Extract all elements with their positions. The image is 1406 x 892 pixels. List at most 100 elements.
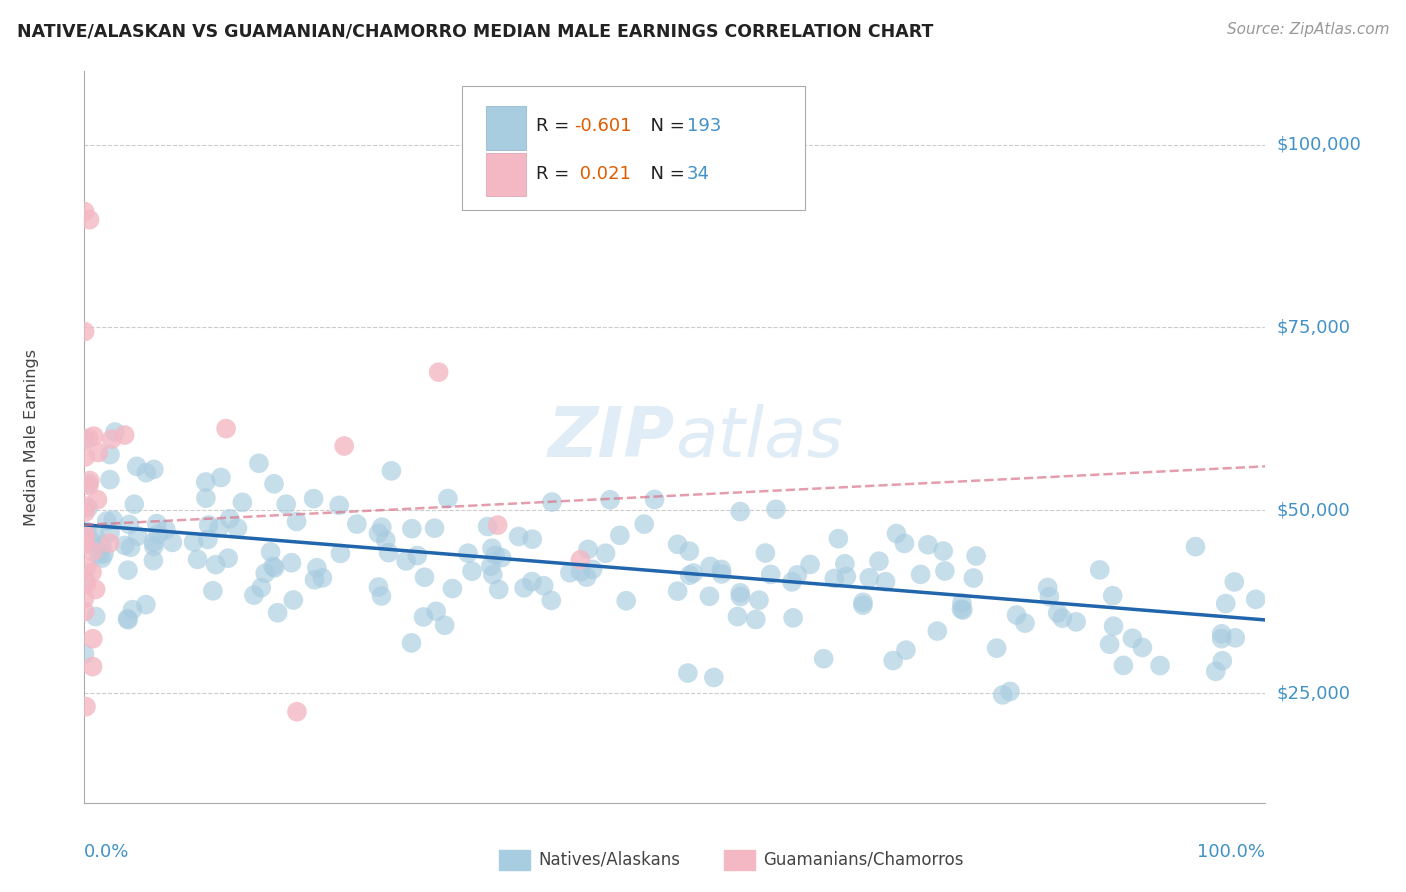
Point [73,605,96,619]
Point [121,602,143,616]
Text: Source: ZipAtlas.com: Source: ZipAtlas.com [1226,22,1389,37]
Point [1211,654,1233,668]
Point [748,593,770,607]
Point [125,459,148,474]
Point [1132,640,1154,655]
Point [433,618,456,632]
Point [1149,658,1171,673]
Point [75,574,97,588]
Point [1046,606,1069,620]
Point [146,516,169,531]
Point [73,325,96,339]
Point [183,534,205,549]
Point [633,517,655,532]
Point [73,647,96,661]
Point [370,589,392,603]
Point [413,570,436,584]
Point [682,566,704,580]
Point [1244,592,1267,607]
Point [367,526,389,541]
Point [477,519,499,533]
Point [93,547,115,561]
Point [730,590,752,604]
Point [91,551,114,566]
Point [259,545,281,559]
Point [513,581,536,595]
Point [98,473,121,487]
Point [827,532,849,546]
Point [569,565,592,579]
Point [83,429,105,443]
Point [79,474,101,488]
Point [117,612,139,626]
Text: Guamanians/Chamorros: Guamanians/Chamorros [763,851,965,869]
Point [1211,627,1233,641]
Point [491,550,513,565]
Point [894,643,917,657]
Point [187,552,209,566]
Point [558,566,581,580]
Point [441,582,464,596]
Point [679,568,702,582]
Point [479,559,502,574]
Point [333,439,356,453]
Text: R =: R = [536,165,575,183]
Point [703,670,725,684]
Point [401,522,423,536]
Point [1215,597,1237,611]
Point [986,641,1008,656]
Point [1211,632,1233,646]
Point [215,421,238,435]
Point [765,502,787,516]
Point [727,609,749,624]
FancyBboxPatch shape [486,153,526,195]
Point [283,593,305,607]
FancyBboxPatch shape [486,106,526,150]
Point [1088,563,1111,577]
Point [520,574,543,589]
Point [114,428,136,442]
Point [813,651,835,665]
Point [254,566,277,581]
Point [427,365,450,379]
Point [73,591,96,606]
Point [1121,631,1143,645]
Text: N =: N = [640,165,690,183]
Point [329,546,352,560]
Text: 0.0%: 0.0% [84,843,129,861]
Point [114,538,136,552]
Point [197,518,219,533]
Point [77,476,100,491]
Point [486,518,509,533]
Point [380,464,402,478]
Point [118,517,141,532]
Point [780,574,803,589]
Text: -0.601: -0.601 [575,117,631,136]
Point [135,598,157,612]
Point [194,491,217,505]
Point [73,526,96,541]
Point [104,425,127,439]
Point [401,636,423,650]
Point [82,534,104,549]
Point [917,538,939,552]
Point [644,492,666,507]
Text: Median Male Earnings: Median Male Earnings [24,349,39,525]
Point [75,577,97,591]
Point [73,531,96,545]
Point [782,611,804,625]
Point [250,581,273,595]
Point [1225,631,1247,645]
Point [423,521,446,535]
Text: ZIP: ZIP [547,403,675,471]
Point [79,212,101,227]
Point [1184,540,1206,554]
Point [666,537,689,551]
Point [395,554,418,568]
Text: atlas: atlas [675,403,842,471]
Point [522,532,544,546]
Point [346,517,368,532]
Point [799,558,821,572]
Point [412,610,434,624]
Point [98,536,121,550]
